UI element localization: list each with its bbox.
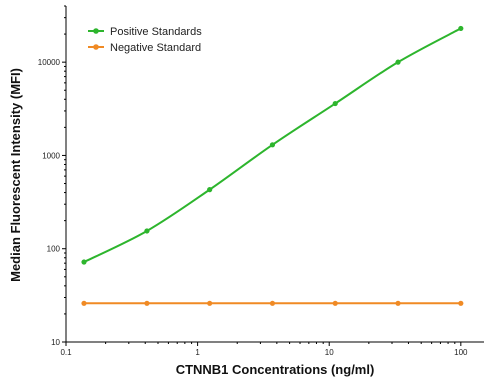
series-1-point <box>332 300 338 306</box>
x-axis-title: CTNNB1 Concentrations (ng/ml) <box>176 362 375 377</box>
axes <box>65 6 484 343</box>
y-tick-label: 1000 <box>42 151 60 160</box>
series-0-point <box>81 259 87 265</box>
series-0-point <box>269 142 276 148</box>
series-1-point <box>144 300 150 306</box>
y-tick-label: 100 <box>47 245 61 254</box>
series-0-point <box>458 25 464 32</box>
series-0-point <box>395 59 401 65</box>
legend-label-0: Positive Standards <box>110 26 202 38</box>
x-tick-label: 10 <box>325 348 334 357</box>
x-tick-label: 100 <box>454 348 468 357</box>
series-1-point <box>207 300 213 306</box>
y-tick-label: 10000 <box>38 58 61 67</box>
series <box>81 25 464 306</box>
series-1-point <box>395 300 401 306</box>
legend: Positive Standards Negative Standard <box>88 26 202 54</box>
y-axis-title: Median Fluorescent Intensity (MFI) <box>8 68 23 282</box>
series-0-point <box>332 100 338 107</box>
series-1-point <box>81 300 87 306</box>
x-tick-label: 0.1 <box>60 348 72 357</box>
legend-swatch-marker-1 <box>93 44 99 50</box>
x-tick-label: 1 <box>195 348 200 357</box>
series-0-point <box>144 228 150 234</box>
y-tick-label: 10 <box>51 338 60 347</box>
series-1-point <box>269 300 276 306</box>
series-0-point <box>207 187 213 193</box>
legend-label-1: Negative Standard <box>110 42 201 54</box>
ticks: 0.1 1 10 100 10 100 1000 10000 <box>38 5 468 357</box>
legend-swatch-marker-0 <box>93 28 99 34</box>
series-1-point <box>458 300 464 306</box>
